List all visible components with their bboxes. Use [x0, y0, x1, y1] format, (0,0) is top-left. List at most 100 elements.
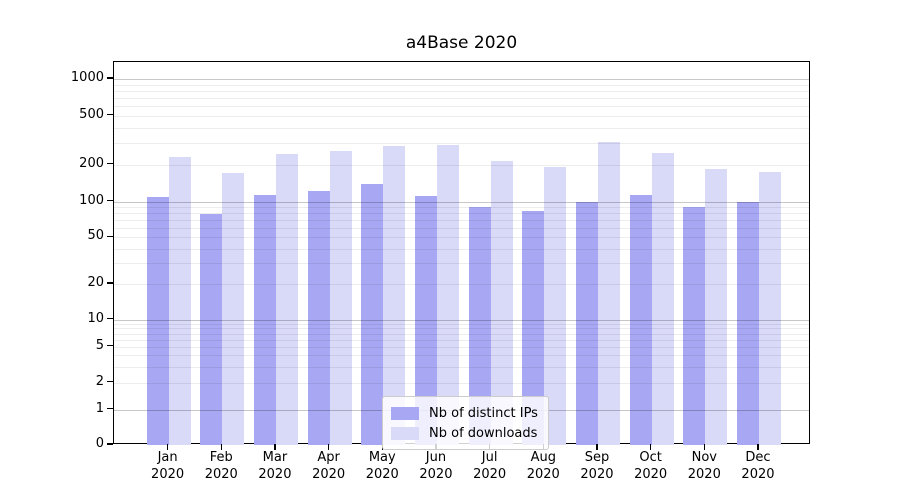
y-tick-label: 50: [87, 228, 104, 244]
y-tick-label: 10: [87, 310, 104, 326]
y-tick-mark: [107, 345, 113, 347]
bar-downloads-jan: [168, 156, 191, 445]
x-tick-mark: [274, 444, 276, 450]
bar-downloads-jul: [490, 160, 513, 445]
bar-distinct-ips-jun: [414, 196, 437, 445]
y-tick-label: 500: [79, 106, 104, 122]
x-tick-label: Feb 2020: [191, 449, 251, 483]
bar-downloads-jun: [436, 144, 459, 445]
y-tick-mark: [107, 318, 113, 320]
x-tick-label: Jun 2020: [406, 449, 466, 483]
y-tick-label: 20: [87, 275, 104, 291]
y-tick-label: 0: [95, 436, 104, 451]
plot-area: Nb of distinct IPs Nb of downloads: [113, 61, 810, 450]
chart-title: a4Base 2020: [405, 33, 518, 53]
bar-distinct-ips-jan: [146, 196, 169, 445]
x-tick-month: Jun: [425, 450, 447, 465]
gridline-minor: [114, 323, 809, 325]
x-tick-mark: [167, 444, 169, 450]
y-tick-mark: [107, 443, 113, 445]
legend-swatch-distinct-ips-icon: [391, 406, 419, 420]
y-tick-mark: [107, 235, 113, 237]
gridline-major: [114, 201, 809, 203]
x-tick-year: 2020: [151, 467, 185, 482]
x-tick-year: 2020: [365, 467, 399, 482]
x-tick-year: 2020: [312, 467, 346, 482]
gridline-minor: [114, 382, 809, 384]
x-tick-month: Feb: [209, 450, 233, 465]
x-tick-year: 2020: [419, 467, 453, 482]
gridline-minor: [114, 90, 809, 92]
x-tick-year: 2020: [580, 467, 614, 482]
y-tick-label: 5: [95, 337, 104, 353]
x-tick-month: Oct: [639, 450, 662, 465]
x-tick-month: Apr: [317, 450, 340, 465]
gridline-minor: [114, 143, 809, 145]
legend-label-downloads: Nb of downloads: [429, 425, 538, 441]
gridline-minor: [114, 346, 809, 348]
x-tick-year: 2020: [204, 467, 238, 482]
x-tick-label: Nov 2020: [674, 449, 734, 483]
x-tick-year: 2020: [258, 467, 292, 482]
bar-downloads-mar: [275, 154, 298, 445]
gridline-minor: [114, 164, 809, 166]
x-tick-label: Sep 2020: [567, 449, 627, 483]
gridline-minor: [114, 115, 809, 117]
bar-downloads-may: [383, 146, 406, 445]
gridline-minor: [114, 127, 809, 129]
x-tick-label: Dec 2020: [728, 449, 788, 483]
bar-distinct-ips-oct: [629, 194, 652, 445]
x-tick-label: Oct 2020: [621, 449, 681, 483]
y-tick-label: 1: [95, 400, 104, 416]
y-tick-mark: [107, 380, 113, 383]
gridline-minor: [114, 263, 809, 265]
x-tick-month: Mar: [262, 450, 288, 465]
y-tick-mark: [107, 282, 113, 284]
x-tick-label: Aug 2020: [513, 449, 573, 483]
x-tick-label: May 2020: [352, 449, 412, 483]
gridline-minor: [114, 237, 809, 239]
x-tick-month: Jul: [481, 450, 498, 465]
x-tick-year: 2020: [741, 467, 775, 482]
bar-downloads-oct: [651, 153, 674, 445]
y-tick-label: 100: [79, 192, 104, 208]
y-tick-mark: [107, 408, 113, 410]
bar-distinct-ips-feb: [200, 213, 223, 445]
x-tick-month: Jan: [157, 450, 178, 465]
x-tick-mark: [650, 444, 652, 450]
gridline-minor: [114, 227, 809, 229]
gridline-minor: [114, 355, 809, 357]
gridline-minor: [114, 97, 809, 99]
x-tick-month: Aug: [530, 450, 556, 465]
gridline-minor: [114, 213, 809, 215]
legend-label-distinct-ips: Nb of distinct IPs: [429, 405, 538, 421]
x-tick-year: 2020: [526, 467, 560, 482]
bar-distinct-ips-nov: [683, 206, 706, 445]
gridline-minor: [114, 219, 809, 221]
x-tick-month: May: [368, 450, 396, 465]
bar-distinct-ips-apr: [307, 190, 330, 445]
gridline-minor: [114, 339, 809, 341]
gridline-minor: [114, 248, 809, 250]
bar-distinct-ips-jul: [468, 206, 491, 445]
bar-distinct-ips-sep: [575, 202, 598, 445]
x-tick-year: 2020: [473, 467, 507, 482]
bar-distinct-ips-dec: [736, 201, 759, 445]
x-tick-label: Apr 2020: [299, 449, 359, 483]
gridline-minor: [114, 366, 809, 368]
x-tick-mark: [703, 444, 705, 450]
x-tick-mark: [596, 444, 598, 450]
y-tick-label: 200: [79, 155, 104, 171]
legend-row-distinct-ips: Nb of distinct IPs: [391, 403, 538, 423]
y-tick-mark: [107, 163, 113, 165]
gridline-minor: [114, 284, 809, 286]
gridline-minor: [114, 106, 809, 108]
bar-downloads-feb: [222, 173, 245, 445]
bar-distinct-ips-may: [361, 183, 384, 445]
bar-distinct-ips-aug: [522, 210, 545, 445]
gridline-major: [114, 319, 809, 321]
x-tick-month: Sep: [584, 450, 610, 465]
x-tick-mark: [220, 444, 222, 450]
x-tick-mark: [757, 444, 759, 450]
